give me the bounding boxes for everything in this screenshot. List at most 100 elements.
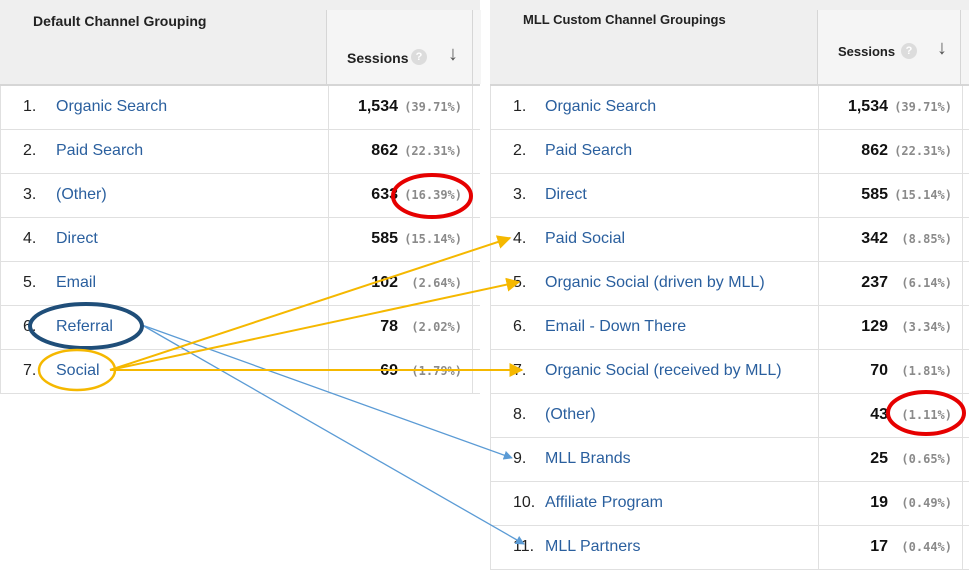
- row-number: 1.: [23, 98, 37, 115]
- sessions-percent: (0.65%): [901, 452, 952, 466]
- table-row: 7. Organic Social (received by MLL) 70 (1.8…: [491, 350, 969, 394]
- sessions-percent: (0.49%): [901, 496, 952, 510]
- sessions-cell: 102 (2.64%): [328, 262, 473, 305]
- sessions-cell: 585 (15.14%): [328, 218, 473, 261]
- row-number: 7.: [513, 362, 527, 379]
- channel-link[interactable]: Email: [56, 274, 97, 291]
- sessions-percent: (39.71%): [404, 100, 462, 114]
- sessions-value: 43: [870, 406, 888, 423]
- channel-link[interactable]: MLL Partners: [545, 538, 641, 555]
- table-row: 2. Paid Search 862 (22.31%): [491, 130, 969, 174]
- sessions-value: 19: [870, 494, 888, 511]
- channel-link[interactable]: Organic Social (received by MLL): [545, 362, 782, 379]
- table-body: 1. Organic Search 1,534 (39.71%) 2. Paid Sear…: [0, 86, 480, 394]
- sessions-cell: 25 (0.65%): [818, 438, 963, 481]
- sessions-value: 862: [371, 142, 398, 159]
- sessions-value: 70: [870, 362, 888, 379]
- column-header-channel: Default Channel Grouping: [33, 13, 207, 29]
- channel-link[interactable]: Social: [56, 362, 100, 379]
- sessions-cell: 342 (8.85%): [818, 218, 963, 261]
- table-row: 10. Affiliate Program 19 (0.49%): [491, 482, 969, 526]
- table-row: 8. (Other) 43 (1.11%): [491, 394, 969, 438]
- table-row: 6. Referral 78 (2.02%): [1, 306, 480, 350]
- sort-down-arrow-icon[interactable]: ↓: [937, 37, 947, 59]
- sessions-percent: (2.64%): [411, 276, 462, 290]
- channel-link[interactable]: Email - Down There: [545, 318, 687, 335]
- sessions-cell: 78 (2.02%): [328, 306, 473, 349]
- table-row: 3. (Other) 633 (16.39%): [1, 174, 480, 218]
- sessions-percent: (6.14%): [901, 276, 952, 290]
- channel-link[interactable]: (Other): [545, 406, 596, 423]
- row-number: 10.: [513, 494, 536, 511]
- table-row: 9. MLL Brands 25 (0.65%): [491, 438, 969, 482]
- sessions-column-header[interactable]: Sessions ? ↓: [326, 10, 473, 84]
- sessions-value: 342: [861, 230, 888, 247]
- sessions-value: 25: [870, 450, 888, 467]
- channel-link[interactable]: Direct: [545, 186, 587, 203]
- channel-link[interactable]: Paid Search: [56, 142, 144, 159]
- sessions-percent: (15.14%): [894, 188, 952, 202]
- sessions-percent: (1.81%): [901, 364, 952, 378]
- sessions-value: 129: [861, 318, 888, 335]
- sessions-percent: (22.31%): [404, 144, 462, 158]
- sessions-value: 862: [861, 142, 888, 159]
- mll-custom-channel-groupings-table: MLL Custom Channel Groupings Sessions ? …: [490, 0, 969, 570]
- channel-link[interactable]: Paid Search: [545, 142, 633, 159]
- table-row: 1. Organic Search 1,534 (39.71%): [1, 86, 480, 130]
- channel-link[interactable]: (Other): [56, 186, 107, 203]
- sessions-percent: (3.34%): [901, 320, 952, 334]
- sessions-cell: 1,534 (39.71%): [328, 86, 473, 129]
- sessions-value: 102: [371, 274, 398, 291]
- table-row: 3. Direct 585 (15.14%): [491, 174, 969, 218]
- row-number: 2.: [23, 142, 37, 159]
- row-number: 2.: [513, 142, 527, 159]
- sessions-value: 585: [861, 186, 888, 203]
- sessions-value: 1,534: [847, 98, 888, 115]
- channel-link[interactable]: MLL Brands: [545, 450, 631, 467]
- table-body: 1. Organic Search 1,534 (39.71%) 2. Paid Sear…: [490, 86, 969, 570]
- row-number: 8.: [513, 406, 527, 423]
- channel-link[interactable]: Direct: [56, 230, 98, 247]
- channel-link[interactable]: Paid Social: [545, 230, 626, 247]
- sessions-percent: (2.02%): [411, 320, 462, 334]
- table-header: Default Channel Grouping Sessions ? ↓: [0, 0, 481, 86]
- sessions-cell: 1,534 (39.71%): [818, 86, 963, 129]
- sessions-cell: 585 (15.14%): [818, 174, 963, 217]
- default-channel-grouping-table: Default Channel Grouping Sessions ? ↓ 1.…: [0, 0, 481, 394]
- sessions-cell: 43 (1.11%): [818, 394, 963, 437]
- help-icon[interactable]: ?: [411, 49, 427, 65]
- sessions-cell: 69 (1.79%): [328, 350, 473, 393]
- table-row: 11. MLL Partners 17 (0.44%): [491, 526, 969, 570]
- sessions-column-header[interactable]: Sessions ? ↓: [817, 10, 961, 84]
- table-row: 5. Email 102 (2.64%): [1, 262, 480, 306]
- channel-link[interactable]: Organic Search: [545, 98, 657, 115]
- sessions-percent: (39.71%): [894, 100, 952, 114]
- help-icon[interactable]: ?: [901, 43, 917, 59]
- sessions-percent: (8.85%): [901, 232, 952, 246]
- channel-link[interactable]: Organic Search: [56, 98, 168, 115]
- row-number: 9.: [513, 450, 527, 467]
- table-row: 4. Paid Social 342 (8.85%): [491, 218, 969, 262]
- sessions-cell: 862 (22.31%): [328, 130, 473, 173]
- row-number: 5.: [513, 274, 527, 291]
- row-number: 11.: [513, 538, 535, 555]
- header-edge: [472, 10, 481, 84]
- sessions-cell: 633 (16.39%): [328, 174, 473, 217]
- column-header-channel: MLL Custom Channel Groupings: [523, 12, 726, 27]
- sessions-percent: (15.14%): [404, 232, 462, 246]
- row-number: 6.: [23, 318, 37, 335]
- channel-link[interactable]: Organic Social (driven by MLL): [545, 274, 765, 291]
- sessions-value: 1,534: [357, 98, 398, 115]
- sessions-cell: 19 (0.49%): [818, 482, 963, 525]
- channel-link[interactable]: Affiliate Program: [545, 494, 663, 511]
- sessions-cell: 862 (22.31%): [818, 130, 963, 173]
- sessions-value: 78: [380, 318, 398, 335]
- row-number: 3.: [23, 186, 37, 203]
- table-row: 2. Paid Search 862 (22.31%): [1, 130, 480, 174]
- sessions-label: Sessions: [347, 50, 409, 66]
- sessions-value: 633: [371, 186, 398, 203]
- row-number: 5.: [23, 274, 37, 291]
- sessions-cell: 70 (1.81%): [818, 350, 963, 393]
- sort-down-arrow-icon[interactable]: ↓: [448, 43, 458, 65]
- channel-link[interactable]: Referral: [56, 318, 113, 335]
